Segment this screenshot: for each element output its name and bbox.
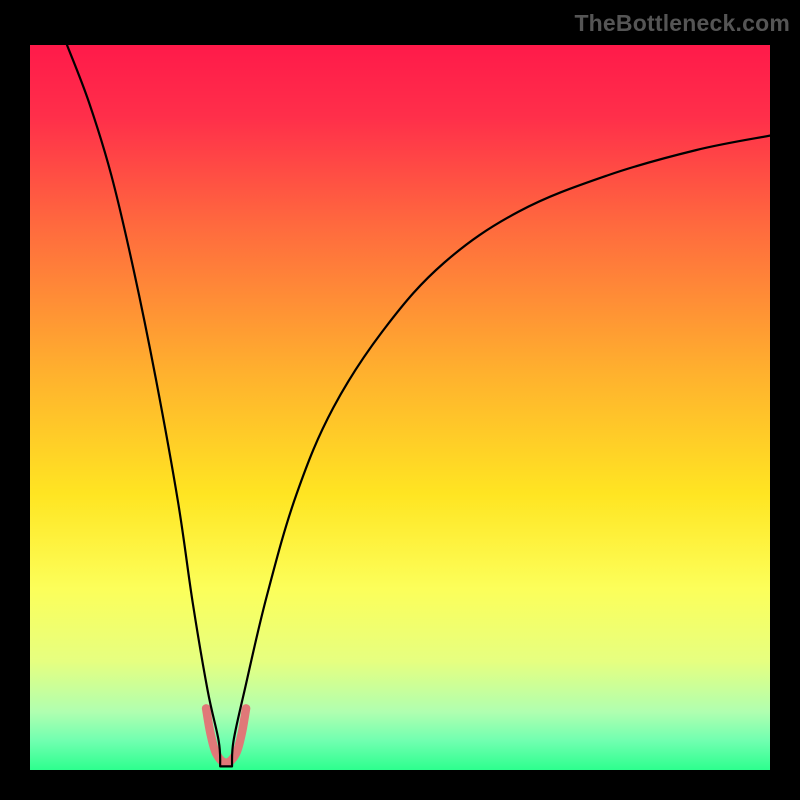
plot-area xyxy=(30,45,770,770)
gradient-background xyxy=(30,45,770,770)
bottleneck-curve-chart xyxy=(30,45,770,770)
watermark-text: TheBottleneck.com xyxy=(574,10,790,37)
